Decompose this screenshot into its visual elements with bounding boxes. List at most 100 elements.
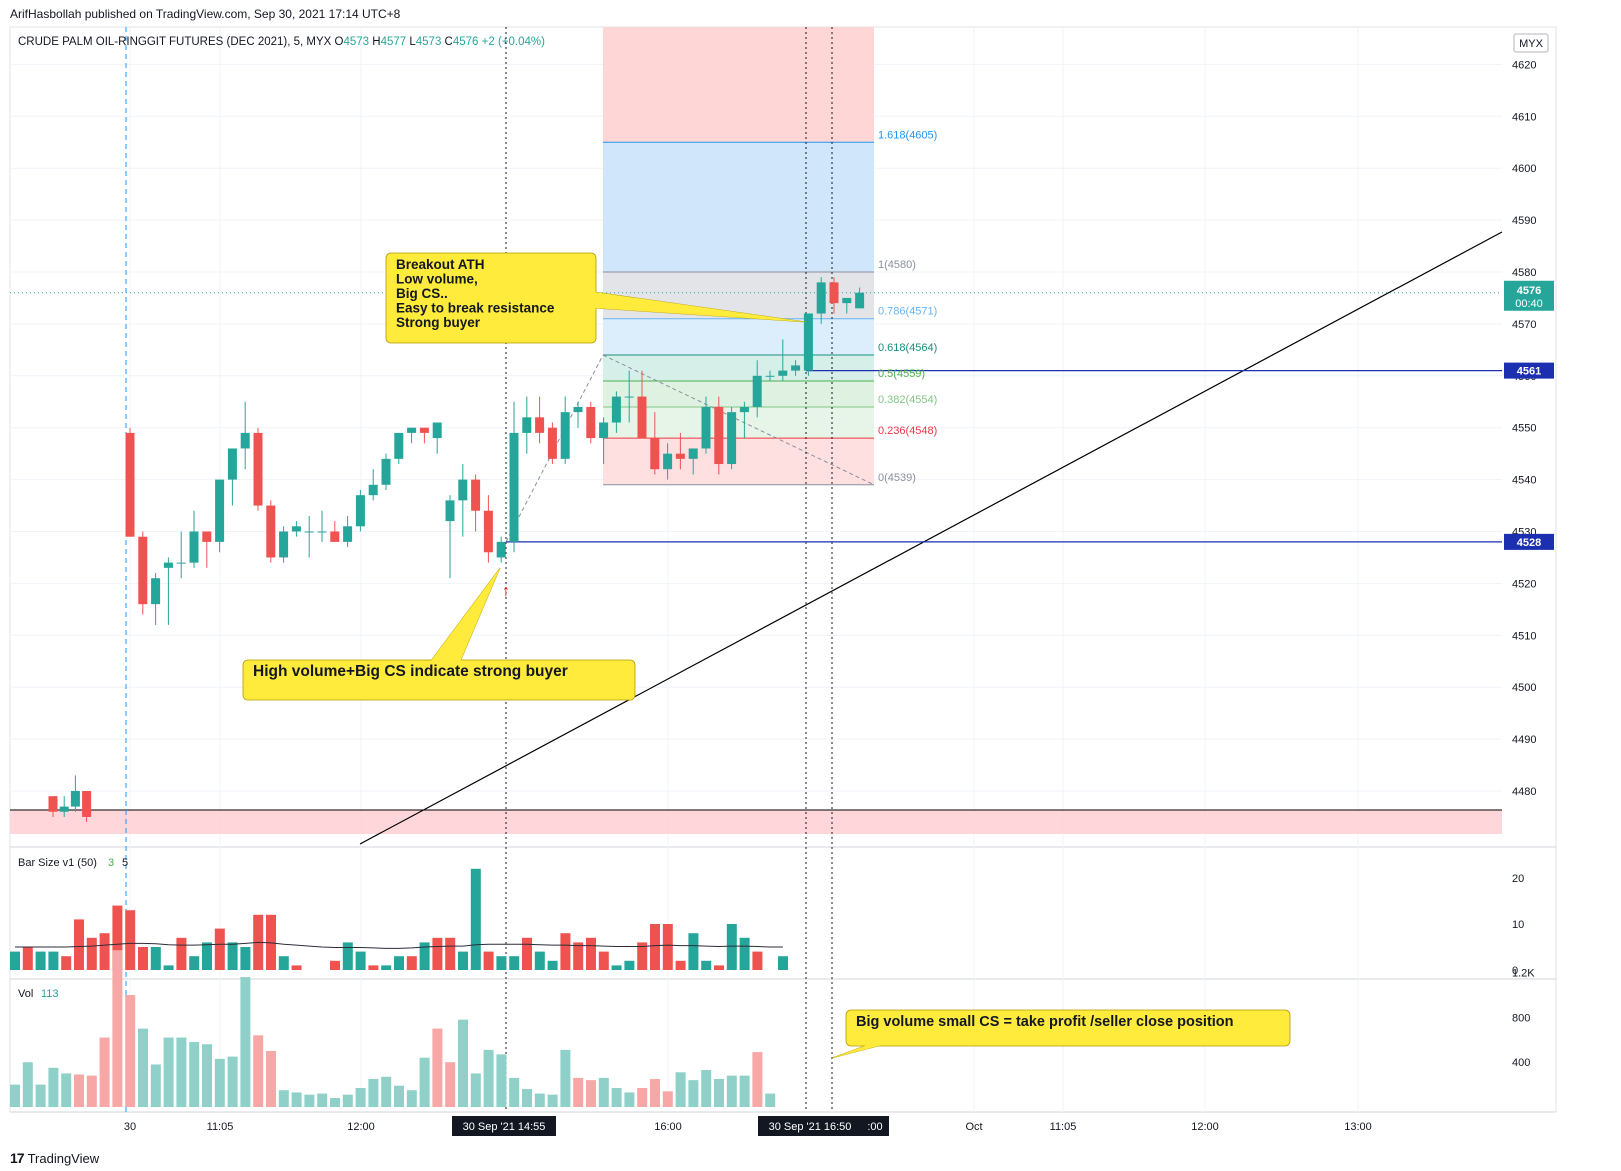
volume-bar [163, 1037, 174, 1107]
strong-buyer-callout-text: High volume+Big CS indicate strong buyer [253, 663, 568, 680]
fib-level-label: 1(4580) [878, 259, 916, 271]
volume-bar [278, 1090, 289, 1107]
volume-bar [752, 1052, 763, 1107]
bar-size-bar [701, 960, 712, 970]
volume-bar [406, 1090, 417, 1107]
x-highlight-box [452, 1116, 556, 1136]
breakout-callout-text: Big CS.. [396, 286, 448, 301]
fib-zone-top [603, 27, 874, 143]
volume-bar [509, 1077, 520, 1107]
x-tick-label: 13:00 [1344, 1121, 1372, 1133]
candle-body [791, 365, 801, 371]
fib-trend-line [602, 354, 875, 486]
fib-zone [603, 355, 874, 381]
y-tick-label: 4580 [1512, 267, 1536, 279]
volume-bar [560, 1049, 571, 1107]
x-tick-label: 16:00 [654, 1121, 682, 1133]
bar-size-bar [560, 933, 571, 970]
bar-size-bar [688, 933, 699, 970]
bar-size-bar [138, 947, 148, 970]
volume-value: 113 [41, 988, 59, 1000]
price-line-badge: 4561 [1517, 366, 1541, 378]
volume-bar [22, 1062, 33, 1107]
bar-size-bar [752, 951, 763, 970]
volume-bar [291, 1092, 302, 1107]
bar-size-bar [394, 956, 404, 970]
x-tick-label: 12:00 [347, 1121, 375, 1133]
candle-body [522, 417, 532, 433]
bar-size-bar [458, 951, 468, 970]
fib-level-label: 0.618(4564) [878, 342, 937, 354]
volume-bar [675, 1072, 686, 1107]
bar-size-bar [675, 960, 686, 970]
y-tick-label: 4610 [1512, 111, 1536, 123]
candle-body [432, 422, 442, 439]
candle-body [240, 432, 250, 449]
candle-body [59, 806, 69, 812]
candle-body [343, 526, 353, 542]
x-highlight-box [758, 1116, 862, 1136]
symbol-bar-part: H [372, 36, 380, 48]
fib-level-label: 0.786(4571) [878, 306, 937, 318]
volume-bar [317, 1093, 328, 1107]
bar-size-bar [650, 924, 660, 970]
bar-size-layer [10, 868, 788, 970]
candle-body [688, 448, 698, 459]
volume-bar [74, 1074, 84, 1107]
bar-size-bar [214, 928, 225, 970]
volume-bar [611, 1087, 622, 1107]
x-tick-label: 11:05 [1050, 1121, 1077, 1133]
y-tick-label: 4540 [1512, 475, 1536, 487]
fib-level-label: 0(4539) [878, 472, 916, 484]
candle-body [714, 406, 724, 465]
tradingview-brand[interactable]: 17 TradingView [10, 1150, 99, 1166]
volume-bar [150, 1064, 161, 1107]
bar-size-bar [534, 951, 545, 970]
candle-body [599, 422, 609, 439]
strong-buyer-callout-pointer-fill [430, 568, 500, 662]
candle-body [266, 505, 276, 558]
volume-bar [688, 1080, 699, 1107]
bar-size-tick-label: 10 [1512, 919, 1524, 931]
volume-bar [176, 1037, 187, 1107]
bar-size-bar [150, 947, 161, 970]
candle-body [291, 526, 301, 532]
volume-bar [573, 1077, 584, 1107]
candle-body [70, 791, 80, 807]
bar-size-tick-label: 0 [1512, 965, 1518, 977]
last-price-badge: 4576 [1517, 285, 1541, 297]
candle-body [48, 796, 58, 812]
candle-body [176, 562, 186, 564]
volume-bar [112, 950, 123, 1107]
bar-size-bar [48, 951, 59, 970]
symbol-bar-part: 4576 [453, 36, 482, 48]
volume-callout-text: Big volume small CS = take profit /selle… [856, 1014, 1234, 1030]
x-highlight-label: 30 Sep '21 14:55 [463, 1121, 546, 1133]
bar-size-bar [99, 933, 110, 970]
currency-badge-box [1513, 33, 1549, 53]
bar-size-bar [189, 956, 200, 970]
y-tick-label: 4570 [1512, 319, 1536, 331]
candle-body [803, 313, 813, 371]
volume-title: Vol [18, 988, 33, 1000]
candle-body [509, 432, 519, 542]
volume-bar [214, 1058, 225, 1107]
symbol-bar: CRUDE PALM OIL-RINGGIT FUTURES (DEC 2021… [18, 36, 545, 48]
fib-level-label: 0.5(4559) [878, 368, 925, 380]
volume-bar [637, 1087, 648, 1107]
fib-zone [603, 380, 874, 407]
fib-level-label: 0.236(4548) [878, 425, 937, 437]
candle-body [407, 427, 417, 433]
volume-bar [253, 1035, 264, 1107]
trend-line [359, 231, 1503, 845]
candle-body [586, 406, 596, 439]
candle-body [650, 438, 660, 470]
bar-size-bar [586, 937, 596, 970]
bar-size-bar [22, 947, 33, 970]
volume-bar [10, 1084, 20, 1107]
volume-bar [624, 1092, 635, 1107]
bar-size-bar [278, 956, 289, 970]
volume-bar [227, 1056, 238, 1107]
price-line-badge-box [1504, 533, 1554, 550]
